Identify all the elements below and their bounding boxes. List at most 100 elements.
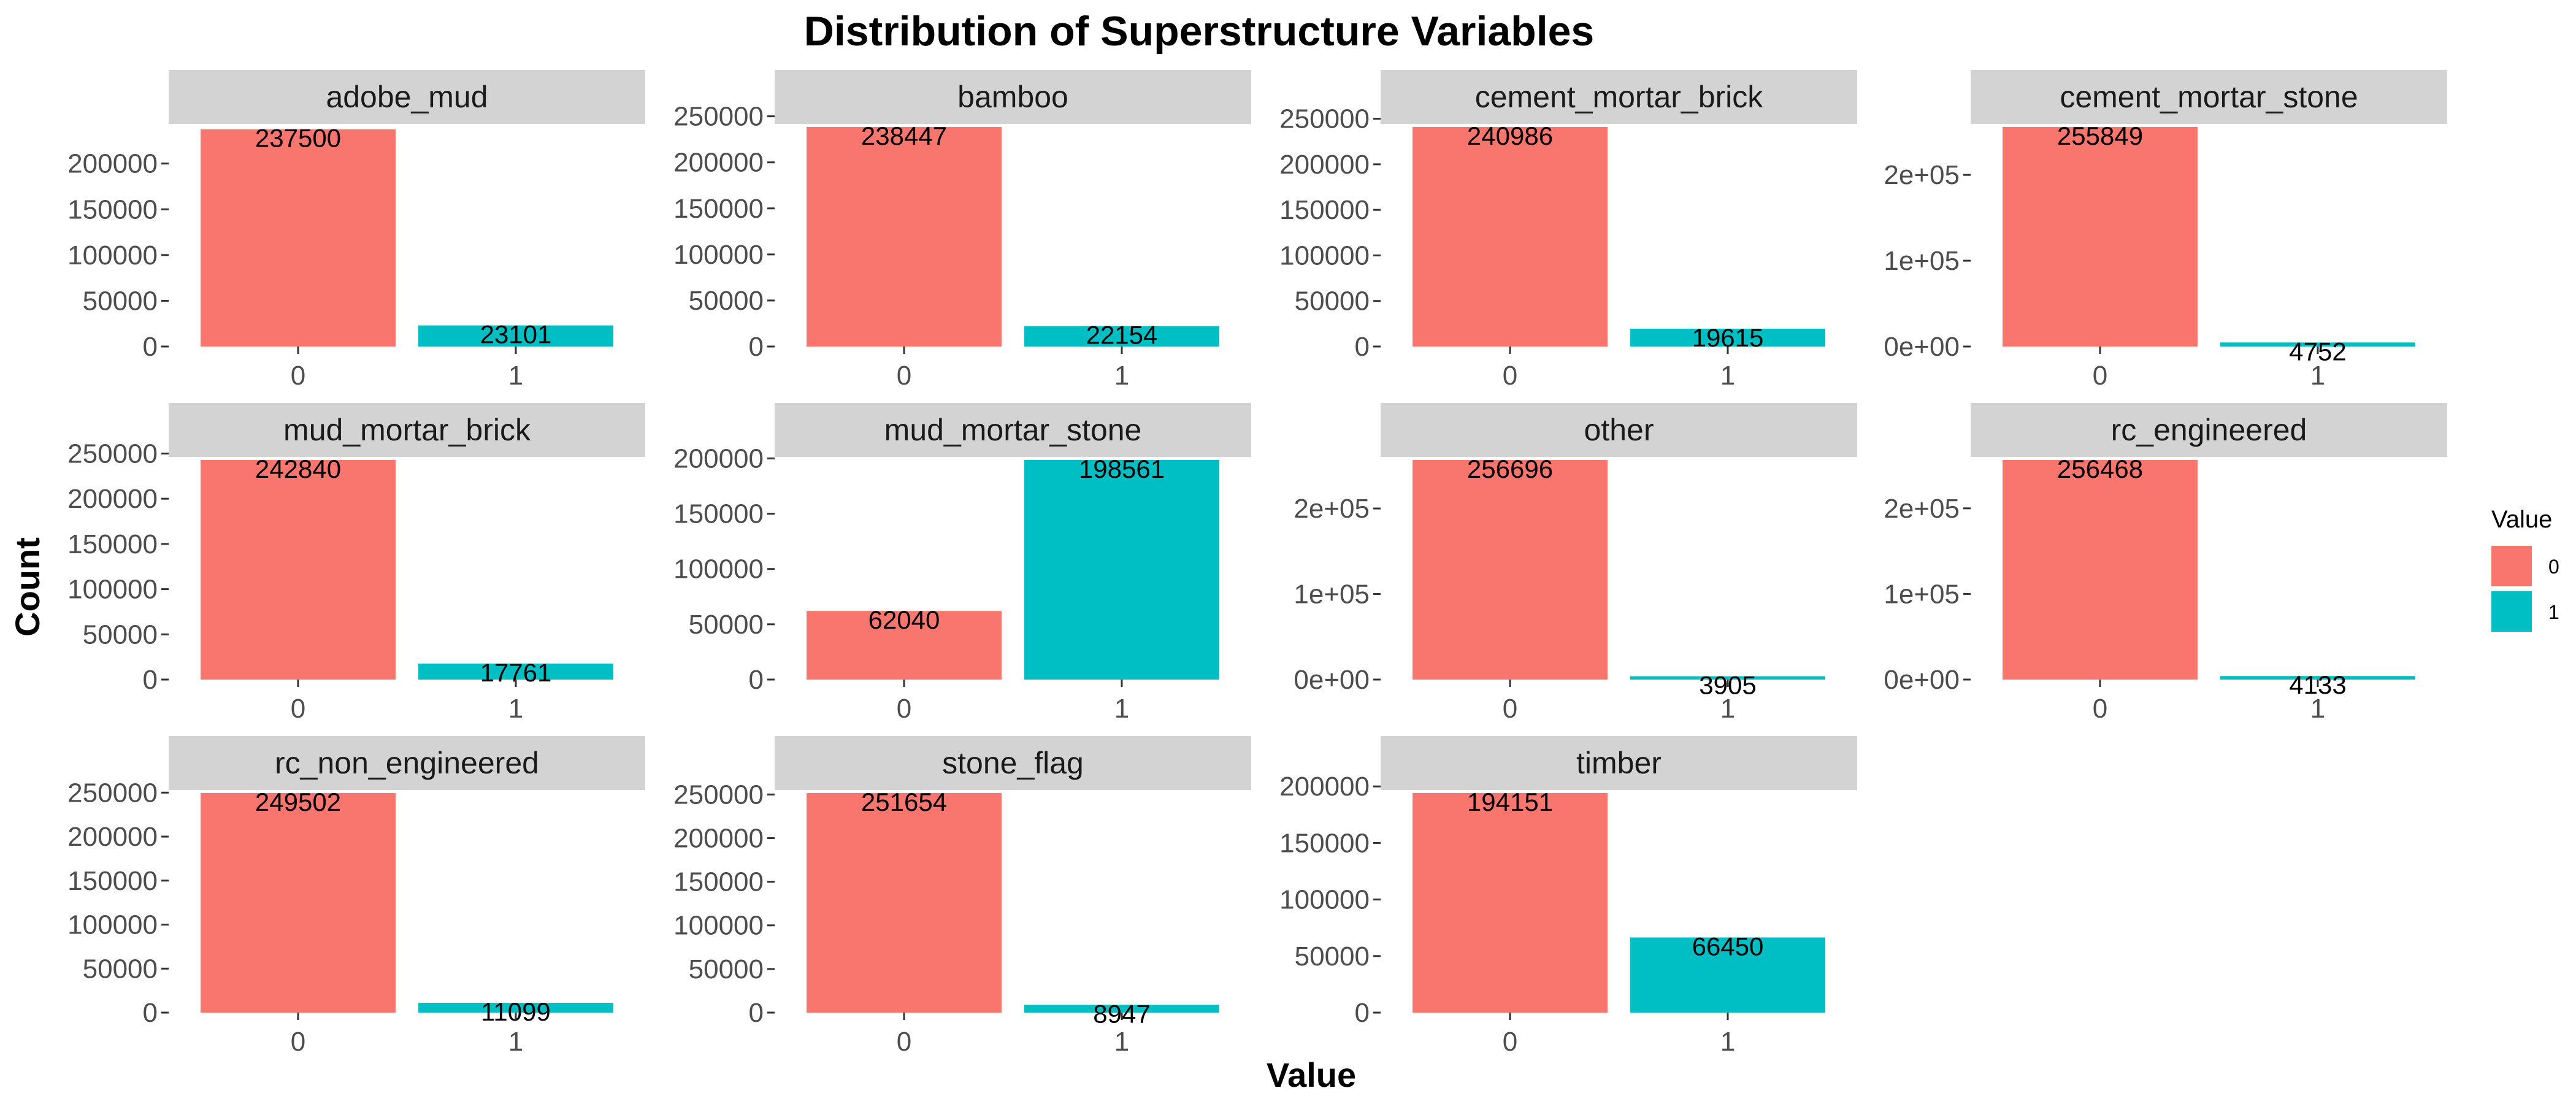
bar-value-0 bbox=[807, 611, 1002, 680]
bar-value-1 bbox=[1630, 937, 1825, 1013]
facet-strip bbox=[1971, 403, 2447, 457]
facet-strip bbox=[775, 403, 1251, 457]
y-tick-label: 50000 bbox=[83, 954, 158, 984]
y-tick-label: 200000 bbox=[673, 823, 764, 853]
facet-strip-label: adobe_mud bbox=[326, 80, 488, 114]
y-tick-label: 0e+00 bbox=[1294, 665, 1370, 695]
x-tick-label: 1 bbox=[1720, 694, 1735, 724]
y-tick-label: 250000 bbox=[673, 102, 764, 132]
chart-title: Distribution of Superstructure Variables bbox=[804, 8, 1594, 55]
x-tick-label: 0 bbox=[2093, 361, 2107, 391]
legend-key-1 bbox=[2491, 591, 2532, 632]
facet-strip-label: cement_mortar_stone bbox=[2060, 80, 2358, 114]
x-tick-label: 1 bbox=[2310, 694, 2325, 724]
facet-strip bbox=[169, 736, 645, 790]
x-tick-label: 0 bbox=[897, 1027, 911, 1057]
y-tick-label: 150000 bbox=[67, 194, 158, 224]
bar-label: 238447 bbox=[861, 121, 947, 150]
x-axis-title: Value bbox=[1267, 1056, 1356, 1094]
y-tick-label: 0e+00 bbox=[1884, 665, 1960, 695]
x-tick-label: 0 bbox=[897, 694, 911, 724]
bar-label: 22154 bbox=[1086, 321, 1158, 350]
bar-value-0 bbox=[201, 460, 396, 680]
y-tick-label: 250000 bbox=[67, 439, 158, 469]
y-tick-label: 0 bbox=[749, 332, 764, 362]
y-tick-label: 2e+05 bbox=[1884, 160, 1960, 190]
y-tick-label: 100000 bbox=[67, 910, 158, 940]
facet-strip-label: timber bbox=[1576, 746, 1662, 780]
facet-strip bbox=[1381, 403, 1857, 457]
y-tick-label: 2e+05 bbox=[1884, 494, 1960, 524]
bar-value-1 bbox=[418, 663, 613, 680]
y-tick-label: 200000 bbox=[67, 822, 158, 852]
facet-mud-mortar-brick: mud_mortar_brick 0 50000 100000 150000 200000… bbox=[67, 403, 645, 724]
y-tick-label: 50000 bbox=[689, 954, 764, 984]
facet-strip-label: mud_mortar_stone bbox=[884, 413, 1142, 447]
x-tick-label: 1 bbox=[1720, 1027, 1735, 1057]
y-tick-label: 150000 bbox=[1279, 195, 1370, 225]
y-tick-label: 150000 bbox=[673, 194, 764, 224]
x-tick-label: 0 bbox=[291, 1027, 305, 1057]
legend: Value 0 1 bbox=[2491, 506, 2559, 632]
facet-strip bbox=[1971, 70, 2447, 124]
bar-value-0 bbox=[201, 793, 396, 1013]
facet-strip-label: stone_flag bbox=[942, 746, 1084, 780]
y-tick-label: 50000 bbox=[689, 610, 764, 640]
x-tick-label: 0 bbox=[1503, 694, 1517, 724]
y-tick-label: 200000 bbox=[673, 443, 764, 473]
facet-mud-mortar-stone: mud_mortar_stone 0 50000 100000 150000 200000… bbox=[673, 403, 1251, 724]
y-tick-label: 200000 bbox=[673, 148, 764, 178]
y-tick-label: 1e+05 bbox=[1884, 246, 1960, 276]
y-tick-label: 200000 bbox=[1279, 772, 1370, 802]
y-tick-label: 200000 bbox=[67, 149, 158, 179]
legend-label-0: 0 bbox=[2548, 556, 2559, 578]
facet-strip bbox=[1381, 736, 1857, 790]
y-tick-label: 50000 bbox=[83, 286, 158, 316]
y-axis-title: Count bbox=[8, 537, 47, 637]
y-tick-label: 0 bbox=[143, 332, 158, 362]
facet-strip-label: cement_mortar_brick bbox=[1475, 80, 1764, 114]
legend-key-0 bbox=[2491, 546, 2532, 586]
facet-strip-label: other bbox=[1584, 413, 1654, 447]
facet-timber: timber 0 50000 100000 150000 200000 194151 6645… bbox=[1279, 736, 1857, 1057]
facet-bamboo: bamboo 0 50000 100000 150000 200000 250000 2384… bbox=[673, 70, 1251, 391]
bar-label: 251654 bbox=[861, 788, 947, 816]
facet-stone-flag: stone_flag 0 50000 100000 150000 200000 250000… bbox=[673, 736, 1251, 1057]
y-tick-label: 150000 bbox=[673, 867, 764, 897]
facet-strip bbox=[169, 70, 645, 124]
bar-value-1 bbox=[1630, 676, 1825, 680]
y-tick-label: 0 bbox=[143, 665, 158, 695]
y-tick-label: 50000 bbox=[1295, 941, 1370, 972]
y-tick-label: 250000 bbox=[1279, 104, 1370, 134]
bar-label: 194151 bbox=[1467, 788, 1553, 816]
y-tick-label: 0 bbox=[749, 998, 764, 1028]
y-tick-label: 2e+05 bbox=[1294, 494, 1370, 524]
facet-panels: adobe_mud0500001000001500002000002375002… bbox=[67, 70, 2447, 1057]
bar-label: 66450 bbox=[1692, 932, 1764, 960]
bar-label: 255849 bbox=[2057, 121, 2143, 150]
y-tick-label: 1e+05 bbox=[1884, 579, 1960, 609]
y-tick-label: 100000 bbox=[673, 554, 764, 585]
y-tick-label: 100000 bbox=[673, 240, 764, 270]
facet-rc-non-engineered: rc_non_engineered 0 50000 100000 150000 20000… bbox=[67, 736, 645, 1057]
y-tick-label: 200000 bbox=[1279, 150, 1370, 180]
y-tick-label: 0 bbox=[143, 998, 158, 1028]
facet-adobe-mud: adobe_mud 0 50000 100000 150000 200000 237500 2… bbox=[67, 70, 645, 391]
bar-value-0 bbox=[807, 127, 1002, 347]
y-tick-label: 150000 bbox=[673, 499, 764, 529]
x-tick-label: 1 bbox=[1114, 361, 1129, 391]
x-tick-label: 1 bbox=[1720, 361, 1735, 391]
facet-strip-label: rc_engineered bbox=[2111, 413, 2307, 447]
facet-strip-label: rc_non_engineered bbox=[275, 746, 539, 780]
bar-value-1 bbox=[418, 1003, 613, 1013]
bar-value-0 bbox=[1413, 460, 1608, 680]
legend-title: Value bbox=[2491, 506, 2552, 533]
y-tick-label: 150000 bbox=[67, 866, 158, 896]
bar-label: 256696 bbox=[1467, 454, 1553, 483]
facet-strip bbox=[1381, 70, 1857, 124]
legend-label-1: 1 bbox=[2548, 601, 2559, 623]
bar-value-1 bbox=[418, 325, 613, 347]
